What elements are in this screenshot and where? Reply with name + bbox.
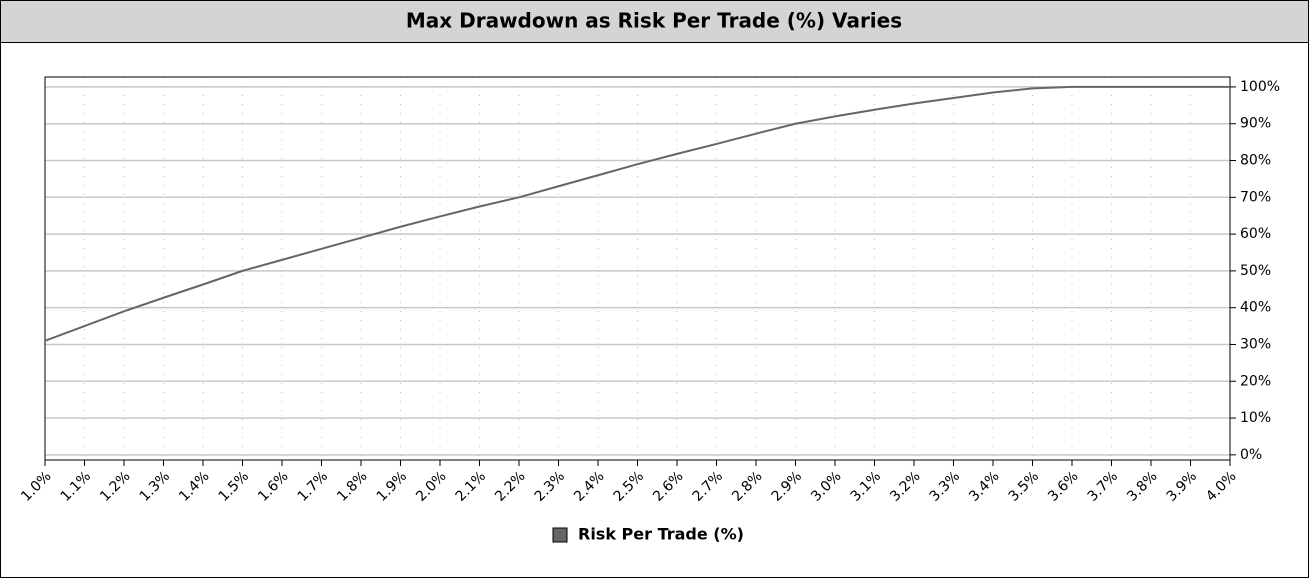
legend-label: Risk Per Trade (%) — [578, 525, 744, 544]
title-bar — [0, 0, 1309, 43]
y-tick-label: 40% — [1240, 300, 1271, 316]
line — [44, 85, 1230, 342]
chart-title: Max Drawdown as Risk Per Trade (%) Varie… — [406, 9, 902, 33]
y-tick-label: 10% — [1240, 410, 1271, 426]
y-tick-label: 0% — [1240, 447, 1262, 463]
y-tick-label: 50% — [1240, 263, 1271, 279]
y-tick-label: 100% — [1240, 79, 1280, 95]
y-tick-label: 30% — [1240, 336, 1271, 352]
y-tick-label: 70% — [1240, 189, 1271, 205]
y-tick-label: 60% — [1240, 226, 1271, 242]
plot-frame — [44, 76, 1231, 461]
y-tick-label: 90% — [1240, 116, 1271, 132]
y-tick-label: 80% — [1240, 153, 1271, 169]
y-tick-label: 20% — [1240, 373, 1271, 389]
legend-swatch — [552, 527, 568, 543]
